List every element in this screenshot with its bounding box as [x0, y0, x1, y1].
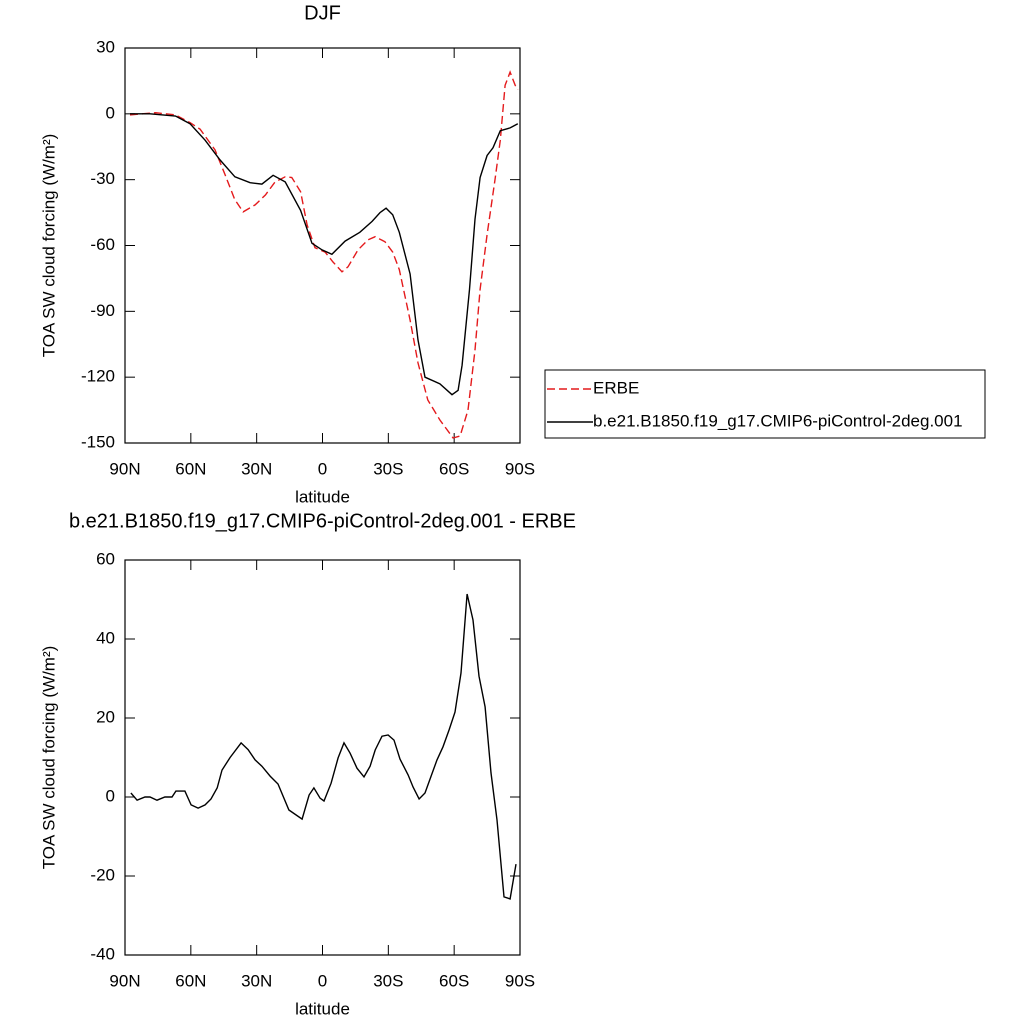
x-tick-label: 90N	[109, 971, 140, 990]
y-tick-label: -90	[90, 301, 115, 320]
y-tick-label: -120	[81, 367, 115, 386]
chart-title: b.e21.B1850.f19_g17.CMIP6-piControl-2deg…	[69, 510, 576, 532]
y-tick-label: -60	[90, 235, 115, 254]
y-tick-label: 0	[106, 103, 115, 122]
legend-label: b.e21.B1850.f19_g17.CMIP6-piControl-2deg…	[593, 411, 963, 430]
x-tick-label: 30N	[241, 459, 272, 478]
legend-label: ERBE	[593, 378, 639, 397]
y-tick-label: 40	[96, 628, 115, 647]
data-line	[130, 113, 519, 396]
x-tick-label: 60N	[175, 971, 206, 990]
x-tick-label: 30S	[373, 459, 403, 478]
x-tick-label: 0	[318, 459, 327, 478]
x-tick-label: 60N	[175, 459, 206, 478]
x-tick-label: 90S	[505, 459, 535, 478]
legend-box	[544, 369, 986, 439]
y-tick-label: 30	[96, 37, 115, 56]
plot-frame	[124, 559, 521, 956]
x-tick-label: 60S	[439, 459, 469, 478]
chart-title: DJF	[304, 2, 341, 24]
x-tick-label: 60S	[439, 971, 469, 990]
y-tick-label: 0	[106, 786, 115, 805]
y-tick-label: -150	[81, 432, 115, 451]
plot-frame	[124, 47, 521, 444]
x-axis-label: latitude	[295, 487, 350, 506]
x-tick-label: 0	[318, 971, 327, 990]
y-tick-label: 60	[96, 549, 115, 568]
y-axis-label: TOA SW cloud forcing (W/m²)	[39, 646, 58, 870]
y-tick-label: -30	[90, 169, 115, 188]
x-tick-label: 30N	[241, 971, 272, 990]
x-tick-label: 30S	[373, 971, 403, 990]
data-line	[130, 593, 517, 900]
x-tick-label: 90N	[109, 459, 140, 478]
data-line	[129, 70, 519, 439]
y-tick-label: 20	[96, 707, 115, 726]
x-axis-label: latitude	[295, 999, 350, 1018]
y-tick-label: -40	[90, 944, 115, 963]
y-tick-label: -20	[90, 865, 115, 884]
x-tick-label: 90S	[505, 971, 535, 990]
y-axis-label: TOA SW cloud forcing (W/m²)	[39, 134, 58, 358]
